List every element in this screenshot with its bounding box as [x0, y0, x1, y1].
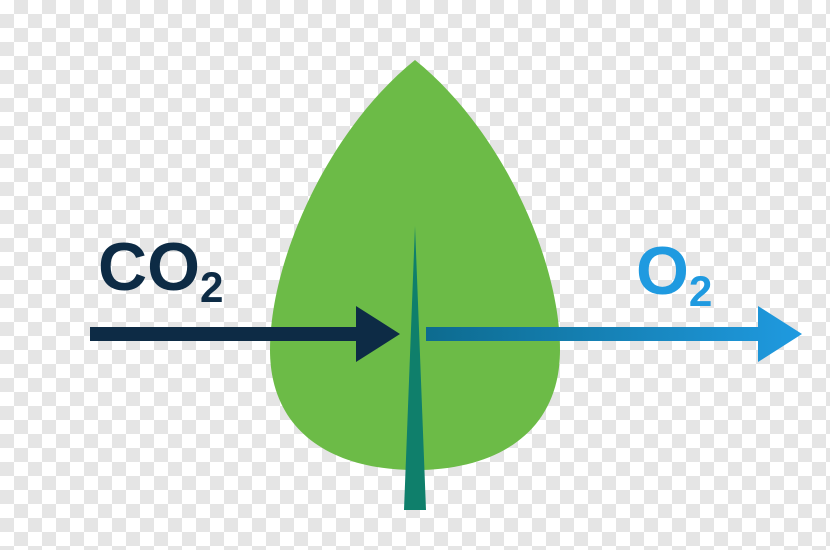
o2-label: O2: [636, 232, 712, 310]
co2-label-main: CO: [98, 229, 200, 305]
co2-label-sub: 2: [200, 264, 223, 311]
o2-label-main: O: [636, 233, 689, 309]
photosynthesis-diagram: CO2 O2: [0, 0, 830, 550]
co2-label: CO2: [98, 228, 223, 306]
o2-label-sub: 2: [689, 268, 712, 315]
